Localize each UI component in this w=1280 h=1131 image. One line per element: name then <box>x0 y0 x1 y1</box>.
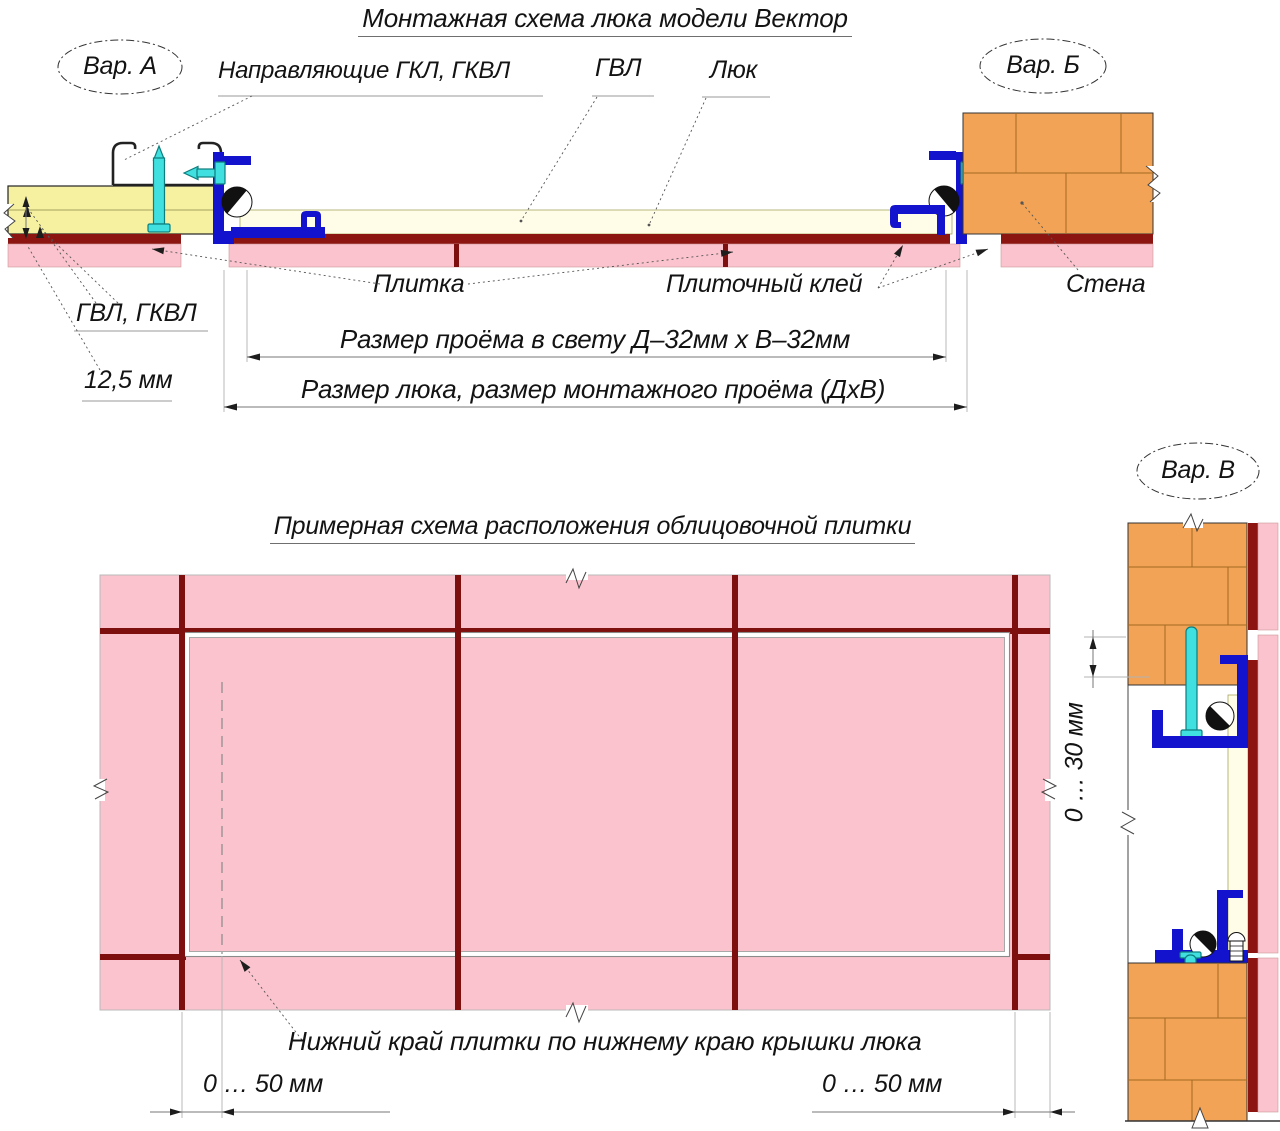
variant-a-label: Вар. А <box>83 52 157 80</box>
tiles-title: Примерная схема расположения облицовочно… <box>250 512 935 544</box>
guide-channel <box>111 141 223 187</box>
gvl-label: ГВЛ <box>595 54 642 82</box>
variant-v-bubble <box>1136 442 1260 500</box>
hatch-outline <box>183 631 1011 958</box>
variant-v-label: Вар. В <box>1161 456 1235 484</box>
tile-label: Плитка <box>373 270 465 298</box>
dimension-vertical-v <box>1084 630 1150 688</box>
latch-bolt <box>1227 932 1246 962</box>
drywall-wing <box>0 141 223 268</box>
variant-b-bubble <box>979 38 1107 94</box>
hatch-door <box>228 209 961 268</box>
thickness-label: 12,5 мм <box>84 366 173 394</box>
door-strip-v <box>1227 634 1279 954</box>
tile-layout <box>92 567 1075 1118</box>
guides-label: Направляющие ГКЛ, ГКВЛ <box>218 57 510 84</box>
screw-vertical <box>147 144 171 233</box>
offset-left-label: 0 … 50 мм <box>203 1070 324 1098</box>
hatch-label: Люк <box>710 56 758 84</box>
offset-vertical-label: 0 … 30 мм <box>1060 702 1089 823</box>
frame-top-v <box>1152 626 1248 748</box>
gvl-gkvl-label: ГВЛ, ГКВЛ <box>76 299 197 327</box>
leader-lines-top <box>22 95 1079 402</box>
variant-b-label: Вар. Б <box>1006 51 1080 79</box>
adhesive-label: Плиточный клей <box>666 270 863 298</box>
top-cross-section <box>0 38 1163 412</box>
dimensions-bottom <box>150 956 1075 1118</box>
brick-wall <box>962 112 1163 268</box>
clear-opening-dimension: Размер проёма в свету Д–32мм х В–32мм <box>339 324 851 354</box>
hatch-size-dimension: Размер люка, размер монтажного проёма (Д… <box>300 374 886 404</box>
dimensions-top <box>223 270 968 412</box>
frame-bottom-v <box>1155 890 1248 1018</box>
break-symbols <box>92 567 1058 1024</box>
variant-a-bubble <box>57 39 183 95</box>
tile-note-label: Нижний край плитки по нижнему краю крышк… <box>288 1026 922 1056</box>
wall-label: Стена <box>1066 270 1146 298</box>
main-title: Монтажная схема люка модели Вектор <box>330 3 880 37</box>
hatch-frame-left <box>182 152 325 244</box>
offset-right-label: 0 … 50 мм <box>822 1070 943 1098</box>
side-section-v <box>1084 442 1280 1129</box>
